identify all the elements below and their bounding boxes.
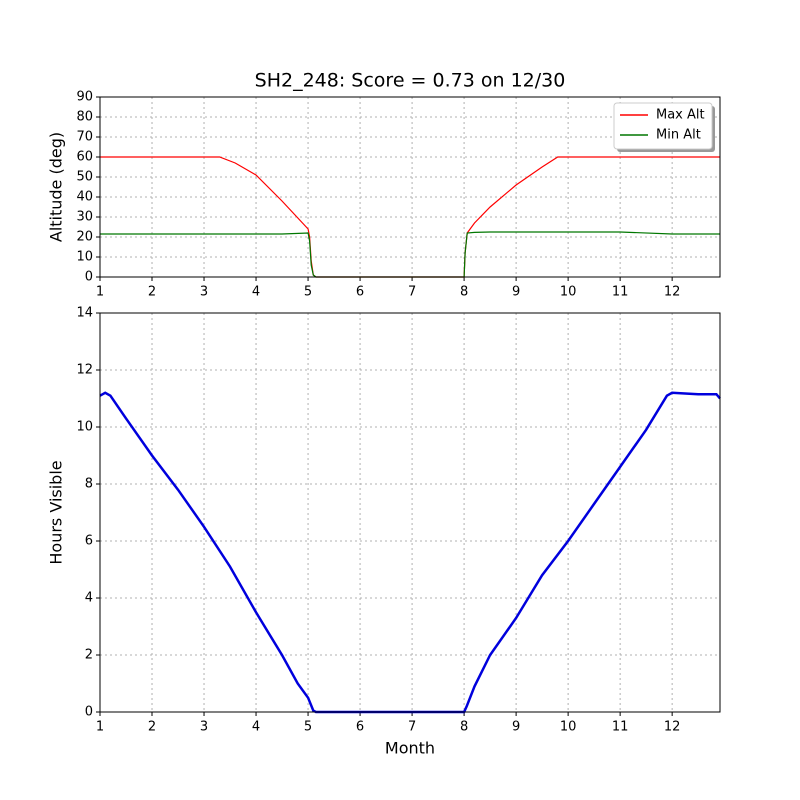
x-tick-label: 12 [664,285,681,300]
x-tick-label: 8 [460,720,468,735]
x-tick-label: 3 [200,285,208,300]
y-tick-label: 90 [76,90,93,105]
y-tick-label: 60 [76,150,93,165]
y-tick-label: 10 [76,250,93,265]
x-tick-label: 6 [356,720,364,735]
chart-title: SH2_248: Score = 0.73 on 12/30 [255,70,566,92]
series-line [100,231,720,278]
legend-label: Min Alt [656,128,701,143]
y-tick-label: 30 [76,210,93,225]
x-tick-label: 9 [512,720,520,735]
x-tick-label: 1 [96,285,104,300]
x-tick-label: 1 [96,720,104,735]
y-tick-label: 8 [85,477,93,492]
y-tick-label: 10 [76,420,93,435]
y-tick-label: 20 [76,230,93,245]
x-tick-label: 6 [356,285,364,300]
series-line [99,391,721,714]
legend: Max Alt Min Alt [613,102,715,152]
x-tick-label: 9 [512,285,520,300]
x-axis-label: Month [385,739,435,758]
y-tick-label: 0 [85,705,93,720]
y-tick-label: 14 [76,306,93,321]
x-tick-label: 8 [460,285,468,300]
x-tick-label: 7 [408,285,416,300]
legend-label: Max Alt [656,108,705,123]
x-tick-label: 11 [612,720,629,735]
y-tick-label: 12 [76,363,93,378]
x-tick-label: 5 [304,720,312,735]
y-tick-label: 70 [76,130,93,145]
y-axis-label: Hours Visible [47,460,66,564]
x-tick-label: 2 [148,285,156,300]
x-tick-label: 12 [664,720,681,735]
y-tick-label: 4 [85,591,93,606]
y-tick-label: 2 [85,648,93,663]
y-tick-label: 0 [85,270,93,285]
x-tick-label: 7 [408,720,416,735]
x-tick-label: 2 [148,720,156,735]
x-tick-label: 3 [200,720,208,735]
axes-frame [99,96,721,278]
x-tick-label: 10 [560,720,577,735]
y-tick-label: 50 [76,170,93,185]
y-axis-label: Altitude (deg) [47,132,66,242]
y-tick-label: 40 [76,190,93,205]
x-tick-label: 10 [560,285,577,300]
x-tick-label: 4 [252,720,260,735]
x-tick-label: 5 [304,285,312,300]
y-tick-label: 80 [76,110,93,125]
y-tick-label: 6 [85,534,93,549]
axes-frame [99,312,721,713]
x-tick-label: 11 [612,285,629,300]
x-tick-label: 4 [252,285,260,300]
